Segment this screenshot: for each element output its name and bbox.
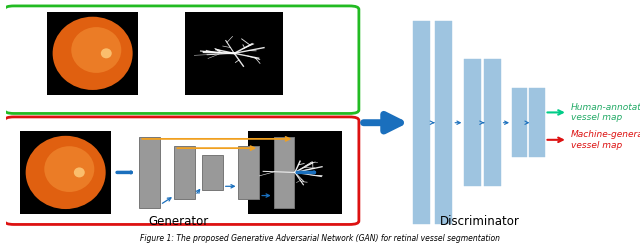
Bar <box>140 137 160 208</box>
Ellipse shape <box>52 17 132 90</box>
Bar <box>175 146 195 199</box>
Bar <box>529 89 545 157</box>
Ellipse shape <box>71 27 122 73</box>
Bar <box>512 89 527 157</box>
Bar <box>185 12 284 95</box>
Bar <box>239 146 259 199</box>
Bar <box>435 21 452 224</box>
Ellipse shape <box>26 136 106 209</box>
Bar <box>20 131 111 214</box>
Bar <box>413 21 430 224</box>
Bar <box>47 12 138 95</box>
Ellipse shape <box>74 168 84 177</box>
Ellipse shape <box>44 146 94 192</box>
Text: Discriminator: Discriminator <box>440 215 520 228</box>
Ellipse shape <box>101 48 112 58</box>
Bar <box>484 59 500 186</box>
Bar <box>202 155 223 190</box>
FancyBboxPatch shape <box>4 6 359 113</box>
Bar <box>273 137 294 208</box>
Text: Human-annotated
vessel map: Human-annotated vessel map <box>571 103 640 122</box>
FancyBboxPatch shape <box>4 117 359 224</box>
Text: Machine-generated
vessel map: Machine-generated vessel map <box>571 130 640 150</box>
Bar <box>464 59 481 186</box>
Text: Generator: Generator <box>148 215 209 228</box>
Text: Figure 1: The proposed Generative Adversarial Network (GAN) for retinal vessel s: Figure 1: The proposed Generative Advers… <box>140 234 500 243</box>
Bar <box>248 131 342 214</box>
